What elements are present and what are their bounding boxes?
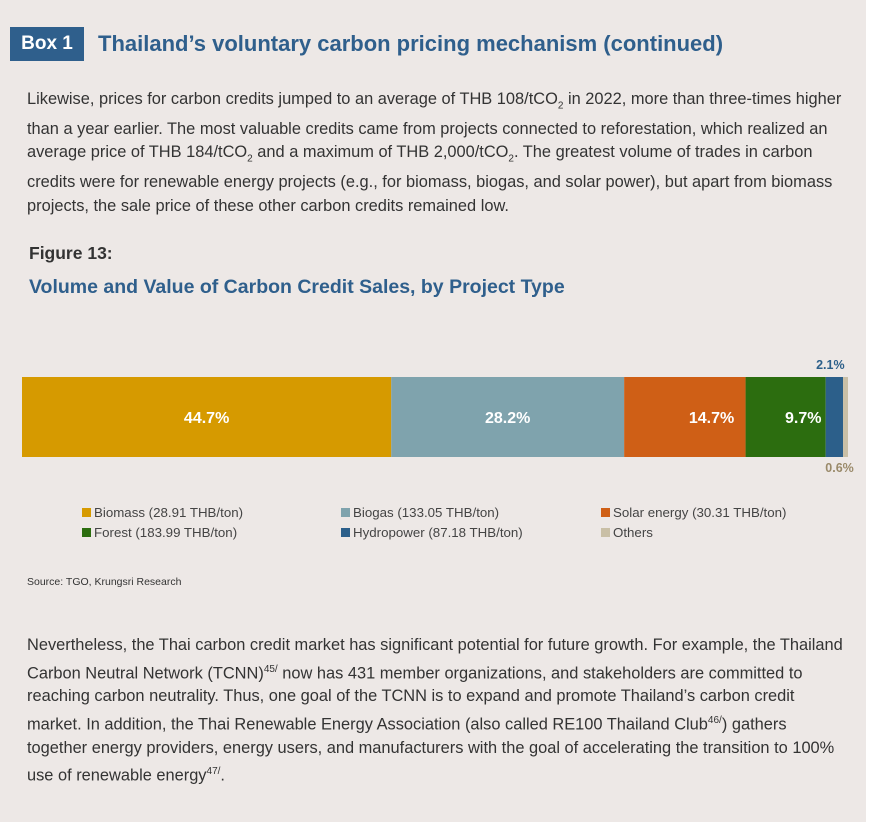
bar-segments (22, 377, 848, 457)
chart-legend: Biomass (28.91 THB/ton) Biogas (133.05 T… (82, 503, 842, 547)
bar-label-others: 0.6% (825, 461, 854, 475)
bar-segment-biogas (391, 377, 625, 457)
intro-paragraph: Likewise, prices for carbon credits jump… (27, 88, 847, 218)
legend-item-forest: Forest (183.99 THB/ton) (82, 523, 237, 543)
legend-swatch-solar (601, 508, 610, 517)
legend-label-biogas: Biogas (133.05 THB/ton) (353, 505, 500, 520)
bar-label-biogas: 28.2% (485, 410, 530, 427)
bar-label-forest: 9.7% (785, 410, 821, 427)
legend-label-forest: Forest (183.99 THB/ton) (94, 525, 238, 540)
bar-labels: 44.7% 28.2% 14.7% 9.7% 2.1% 0.6% (184, 358, 854, 475)
legend-label-biomass: Biomass (28.91 THB/ton) (94, 505, 244, 520)
closing-paragraph: Nevertheless, the Thai carbon credit mar… (27, 634, 847, 788)
bar-segment-hydropower (825, 377, 844, 457)
source-note: Source: TGO, Krungsri Research (27, 576, 182, 588)
bar-segment-biomass (22, 377, 392, 457)
bar-segment-solar-energy (624, 377, 746, 457)
intro-text-1: Likewise, prices for carbon credits jump… (27, 90, 558, 108)
legend-item-others: Others (601, 523, 653, 543)
intro-text-2: in 2022, more than three-times higher th… (27, 90, 842, 162)
legend-item-biogas: Biogas (133.05 THB/ton) (341, 503, 499, 523)
legend-label-others: Others (613, 525, 653, 540)
stacked-bar-chart: 44.7% 28.2% 14.7% 9.7% 2.1% 0.6% (22, 358, 854, 475)
legend-swatch-others (601, 528, 610, 537)
intro-text-3: and a maximum of THB 2,000/tCO (252, 143, 509, 162)
figure-title: Volume and Value of Carbon Credit Sales,… (29, 276, 565, 298)
intro-subscript-3: 2 (508, 153, 514, 165)
bar-label-biomass: 44.7% (184, 410, 229, 427)
box-title: Thailand’s voluntary carbon pricing mech… (98, 31, 724, 56)
closing-text-3: ) gathers together energy providers, ene… (27, 715, 835, 785)
footnote-ref-47: 47/ (206, 766, 221, 778)
footnote-ref-46: 46/ (707, 714, 722, 726)
legend-swatch-forest (82, 528, 91, 537)
intro-subscript-1: 2 (557, 100, 564, 112)
figure-label: Figure 13: (29, 243, 113, 263)
legend-label-hydropower: Hydropower (87.18 THB/ton) (353, 525, 523, 540)
intro-subscript-2: 2 (247, 153, 253, 165)
legend-swatch-biomass (82, 508, 91, 517)
bar-segment-forest (745, 377, 826, 457)
bar-segment-others (843, 377, 848, 457)
legend-swatch-hydropower (341, 528, 350, 537)
legend-item-solar: Solar energy (30.31 THB/ton) (601, 503, 786, 523)
closing-text-2: now has 431 member organizations, and st… (27, 663, 803, 734)
box-tag: Box 1 (10, 27, 84, 61)
closing-text-1: Nevertheless, the Thai carbon credit mar… (27, 636, 843, 682)
legend-label-solar: Solar energy (30.31 THB/ton) (613, 505, 787, 520)
legend-item-hydropower: Hydropower (87.18 THB/ton) (341, 523, 523, 543)
intro-text-4: . The greatest volume of trades in carbo… (27, 143, 833, 215)
bar-label-solar-energy: 14.7% (689, 410, 734, 427)
closing-text-4: . (220, 766, 225, 785)
footnote-ref-45: 45/ (263, 663, 278, 675)
bar-label-hydropower: 2.1% (816, 358, 845, 372)
legend-item-biomass: Biomass (28.91 THB/ton) (82, 503, 243, 523)
legend-swatch-biogas (341, 508, 350, 517)
